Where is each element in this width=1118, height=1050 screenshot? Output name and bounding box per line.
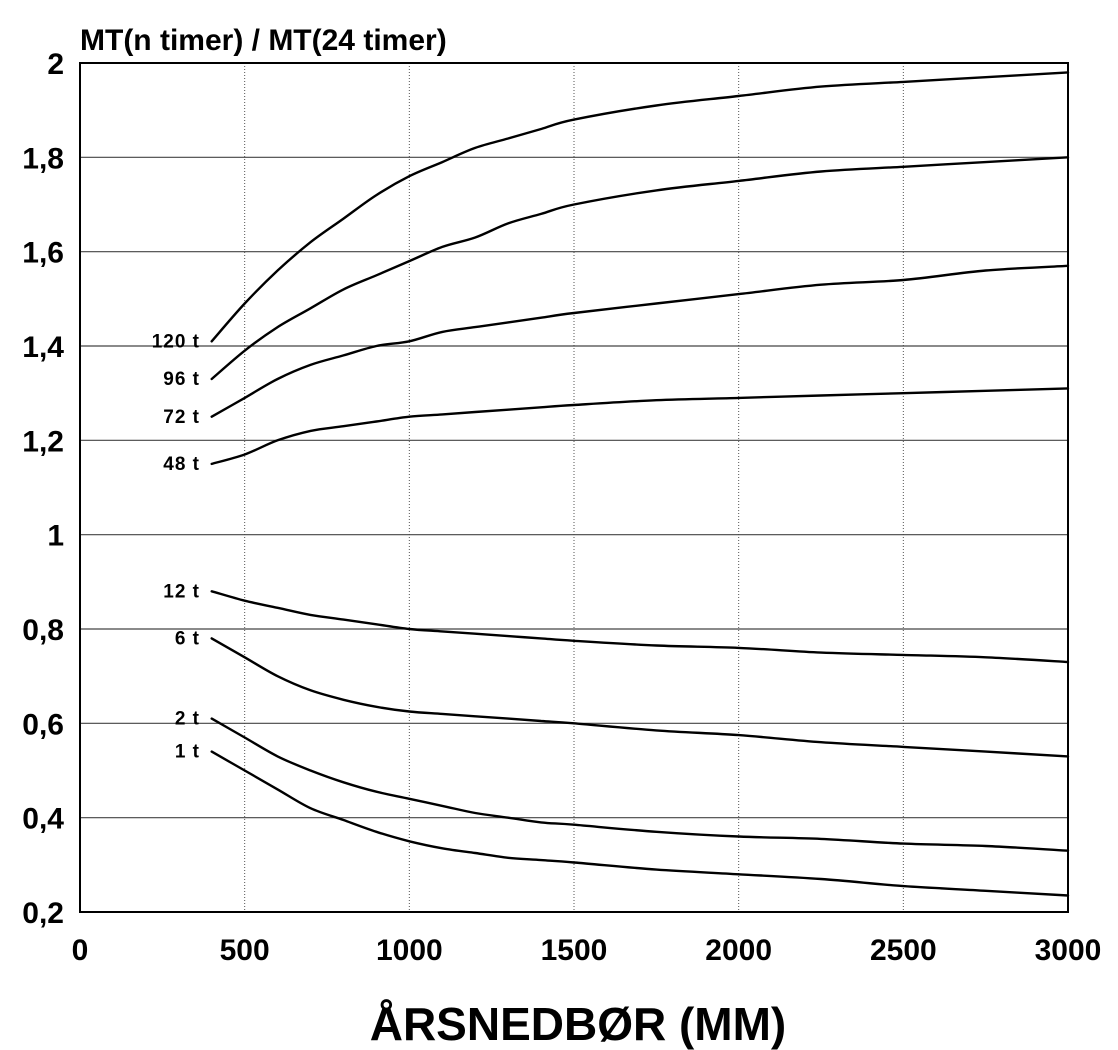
y-tick-label: 2 [47,48,64,81]
series-label: 48 t [163,454,200,475]
y-tick-label: 0,6 [22,708,64,741]
y-tick-label: 1,6 [22,237,64,270]
series-label: 72 t [163,407,200,428]
x-tick-label: 1000 [376,934,443,967]
y-tick-label: 0,2 [22,897,64,930]
y-tick-label: 1,2 [22,425,64,458]
x-tick-label: 500 [220,934,270,967]
series-label: 96 t [163,369,200,390]
series-label: 2 t [175,709,200,730]
x-tick-label: 2500 [870,934,937,967]
series-label: 120 t [152,331,200,352]
x-tick-label: 3000 [1035,934,1102,967]
y-tick-label: 1,4 [22,331,64,364]
x-tick-label: 0 [72,934,89,967]
series-label: 1 t [175,742,200,763]
x-tick-label: 2000 [705,934,772,967]
x-tick-label: 1500 [541,934,608,967]
x-axis-title: ÅRSNEDBØR (MM) [370,998,787,1050]
y-tick-label: 1,8 [22,142,64,175]
series-label: 6 t [175,628,200,649]
y-axis-title: MT(n timer) / MT(24 timer) [80,24,447,57]
y-tick-label: 0,4 [22,803,64,836]
y-tick-label: 1 [47,520,64,553]
series-label: 12 t [163,581,200,602]
y-tick-label: 0,8 [22,614,64,647]
